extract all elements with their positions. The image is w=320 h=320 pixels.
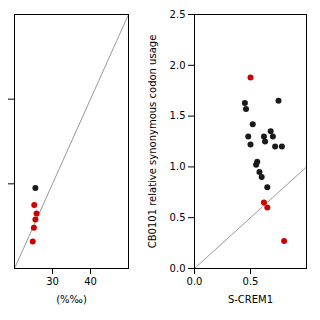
svg-text:(%‰): (%‰): [56, 294, 87, 305]
svg-text:40: 40: [84, 276, 97, 287]
svg-text:30: 30: [46, 276, 59, 287]
svg-text:S-CREM1: S-CREM1: [228, 294, 273, 305]
svg-text:0.0: 0.0: [187, 276, 203, 287]
svg-text:2.0: 2.0: [170, 60, 186, 71]
svg-text:1.0: 1.0: [170, 161, 186, 172]
svg-text:CB0101 relative synonymous cod: CB0101 relative synonymous codon usage: [147, 35, 158, 249]
svg-text:0.5: 0.5: [170, 212, 186, 223]
svg-text:0.0: 0.0: [170, 263, 186, 274]
svg-text:2.5: 2.5: [170, 9, 186, 20]
svg-text:1.5: 1.5: [170, 110, 186, 121]
svg-text:0.5: 0.5: [243, 276, 259, 287]
